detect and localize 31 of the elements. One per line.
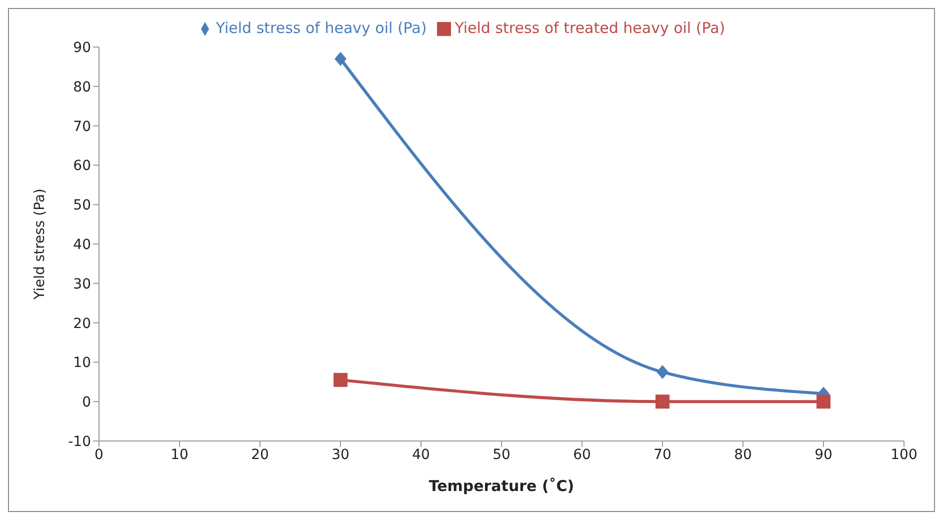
x-tick-label: 10 bbox=[170, 446, 188, 463]
y-tick-label: 90 bbox=[73, 40, 91, 56]
point bbox=[334, 372, 348, 387]
point bbox=[334, 52, 346, 66]
y-tick-label: 10 bbox=[73, 355, 91, 372]
y-axis-title: Yield stress (Pa) bbox=[32, 188, 48, 300]
x-tick-label: 40 bbox=[412, 446, 430, 463]
x-axis-title: Temperature (˚C) bbox=[428, 477, 574, 495]
y-tick-label: 0 bbox=[82, 394, 91, 411]
point bbox=[656, 365, 668, 380]
y-tick-label: -10 bbox=[68, 434, 91, 450]
y-tick-label: 20 bbox=[73, 316, 91, 332]
x-tick-label: 50 bbox=[492, 446, 510, 463]
x-tick-label: 60 bbox=[573, 446, 591, 463]
x-tick-label: 100 bbox=[890, 446, 918, 463]
legend-label: Yield stress of heavy oil (Pa) bbox=[216, 19, 427, 37]
y-tick-label: 50 bbox=[73, 198, 91, 214]
point bbox=[656, 394, 670, 409]
y-tick-label: 40 bbox=[73, 236, 91, 253]
x-tick-label: 90 bbox=[814, 446, 832, 463]
y-tick-label: 70 bbox=[73, 118, 91, 135]
x-tick-label: 30 bbox=[332, 446, 350, 463]
y-tick-label: 80 bbox=[73, 79, 91, 96]
x-tick-label: 20 bbox=[251, 446, 269, 463]
x-tick-label: 80 bbox=[734, 446, 752, 463]
legend-label: Yield stress of treated heavy oil (Pa) bbox=[454, 19, 726, 37]
y-tick-label: 30 bbox=[73, 276, 91, 292]
point bbox=[816, 394, 830, 409]
x-tick-label: 70 bbox=[654, 446, 672, 463]
y-tick-label: 60 bbox=[73, 158, 91, 174]
x-tick-label: 0 bbox=[94, 446, 104, 463]
